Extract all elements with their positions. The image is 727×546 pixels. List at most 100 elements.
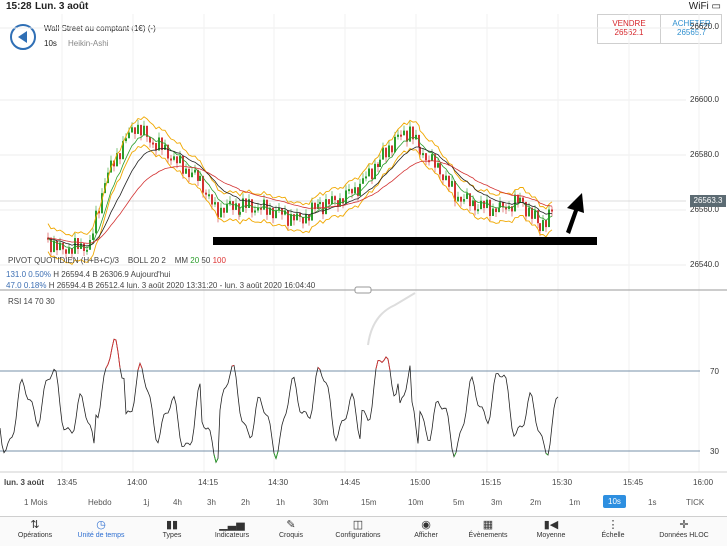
tab-operations[interactable]: ⇅ Opérations [0,519,70,539]
tf-4h[interactable]: 4h [173,498,182,507]
tab-echelle[interactable]: ⋮ Échelle [578,519,648,539]
candle-body [211,194,213,204]
layout-icon: ◫ [323,519,393,532]
candle-body [425,153,427,160]
candle-body [385,148,387,158]
candle-body [179,156,181,163]
tab-label: Croquis [256,532,326,539]
tab-configurations[interactable]: ◫ Configurations [323,519,393,539]
tf-15m[interactable]: 15m [361,498,377,507]
tf-1j[interactable]: 1j [143,498,149,507]
rsi-overbought-segment [384,357,386,360]
candle-body [359,184,361,196]
tab-label: Configurations [323,532,393,539]
rsi-legend[interactable]: RSI 14 70 30 [8,297,55,306]
mm-label: MM [175,256,188,265]
candle-body [208,194,210,196]
mm-20: 20 [190,256,199,265]
pivot-legend[interactable]: PIVOT QUOTIDIEN (H+B+C)/3 [8,256,119,265]
candle-body [95,211,97,234]
pivot-row-1-percent: 0.50% [28,270,51,279]
boll-legend[interactable]: BOLL 20 2 [128,256,166,265]
candle-body [498,208,500,212]
pivot-row-2-low: B 26512.4 [88,281,124,290]
tf-1h[interactable]: 1h [276,498,285,507]
mm-legend[interactable]: MM 20 50 100 [175,256,226,265]
tf-1-mois[interactable]: 1 Mois [24,498,48,507]
tf-1m[interactable]: 1m [569,498,580,507]
candle-body [542,220,544,231]
pivot-row-1: 131.0 0.50% H 26594.4 B 26306.9 Aujourd'… [6,270,170,279]
tf-1s[interactable]: 1s [648,498,656,507]
candle-body [217,202,219,217]
candle-body [272,208,274,218]
candle-body [545,220,547,227]
arrow-drawing [566,193,584,234]
tf-10m[interactable]: 10m [408,498,424,507]
candle-body [551,210,553,212]
candle-body [519,198,521,203]
tf-3h[interactable]: 3h [207,498,216,507]
candle-body [223,208,225,213]
rsi-overbought-segment [112,339,114,348]
tab-donnees-hloc[interactable]: ✛ Données HLOC [649,519,719,539]
time-tick: 14:15 [198,478,218,487]
tab-label: Échelle [578,532,648,539]
tf-2h[interactable]: 2h [241,498,250,507]
candle-body [68,248,70,254]
candle-body [495,208,497,211]
candle-body [505,207,507,209]
candle-body [53,241,55,252]
price-tick: 26600.0 [690,95,719,104]
candle-body [328,199,330,204]
pane-resize-handle [355,287,371,293]
mm-100: 100 [213,256,226,265]
tab-moyenne[interactable]: ▮◀ Moyenne [516,519,586,539]
rsi-overbought-segment [118,352,120,368]
tf-tick[interactable]: TICK [686,498,704,507]
rsi-oversold-segment [546,453,548,455]
candle-body [437,163,439,168]
tf-2m[interactable]: 2m [530,498,541,507]
candle-body [400,135,402,137]
price-overlay [47,117,597,345]
candle-body [220,208,222,218]
pivot-row-2-high: H 26594.4 [49,281,86,290]
rsi-overbought-segment [388,359,390,370]
candle-body [191,173,193,178]
rsi-overbought-segment [386,357,388,359]
tab-croquis[interactable]: ✎ Croquis [256,519,326,539]
pivot-row-1-low: B 26306.9 [92,270,128,279]
tf-3m[interactable]: 3m [491,498,502,507]
tab-evenements[interactable]: ▦ Évènements [453,519,523,539]
pivot-row-2: 47.0 0.18% H 26594.4 B 26512.4 lun. 3 ao… [6,281,315,290]
candle-body [65,249,67,253]
time-tick: 15:45 [623,478,643,487]
candle-body [403,131,405,136]
pivot-row-1-high: H 26594.4 [53,270,90,279]
crosshair-icon: ✛ [649,519,719,532]
tab-label: Données HLOC [649,532,719,539]
tf-5m[interactable]: 5m [453,498,464,507]
rsi-overbought-segment [376,360,378,368]
candle-body [226,204,228,212]
candle-body [188,169,190,177]
candle-body [161,137,163,149]
tab-afficher[interactable]: ◉ Afficher [391,519,461,539]
candle-body [287,210,289,225]
tab-label: Afficher [391,532,461,539]
tf-30m[interactable]: 30m [313,498,329,507]
tf-10s[interactable]: 10s [603,495,626,508]
candle-body [131,127,133,132]
candle-body [119,153,121,159]
tf-hebdo[interactable]: Hebdo [88,498,112,507]
rsi-plot [0,339,558,462]
time-tick: 15:30 [552,478,572,487]
tab-unite-de-temps[interactable]: ◷ Unité de temps [66,519,136,539]
candle-body [477,209,479,211]
candle-body [185,169,187,174]
eye-icon: ◉ [391,519,461,532]
candle-body [56,241,58,250]
candle-body [463,199,465,202]
candle-body [254,211,256,213]
